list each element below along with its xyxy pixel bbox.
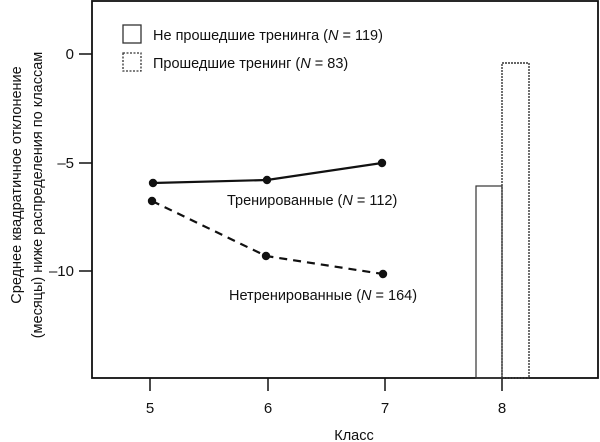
legend-label-trained: Прошедшие тренинг (N = 83) (153, 56, 348, 72)
x-axis: 5 6 7 8 (146, 378, 506, 417)
y-tick-label-minus10: –10 (49, 263, 74, 280)
bars-class-8 (475, 62, 530, 379)
y-axis-title: Среднее квадратичное отклонение (9, 66, 25, 303)
legend: Не прошедшие тренинга (N = 119) Прошедши… (122, 24, 383, 72)
y-axis-title-line2: (месяцы) ниже распределения по классам (30, 52, 46, 339)
legend-swatch-trained-box (122, 52, 142, 72)
y-axis-title-line1: Среднее квадратичное отклонение (9, 66, 25, 303)
point-trained-6 (262, 175, 272, 185)
legend-label-not-trained: Не прошедшие тренинга (N = 119) (153, 28, 383, 44)
y-axis: 0 –5 –10 (49, 46, 92, 280)
legend-swatch-untrained-box (122, 24, 142, 44)
y-tick-label-minus5: –5 (57, 155, 74, 172)
x-axis-title: Класс (334, 428, 373, 442)
point-trained-7 (377, 158, 387, 168)
x-tick-label-5: 5 (146, 400, 154, 417)
bar-trained (501, 62, 530, 379)
x-tick-label-6: 6 (264, 400, 272, 417)
y-tick-label-0: 0 (66, 46, 74, 63)
series-untrained: Нетренированные (N = 164) (147, 196, 417, 304)
plot-frame (91, 0, 599, 379)
point-trained-5 (148, 178, 158, 188)
series-trained: Тренированные (N = 112) (148, 158, 397, 209)
label-untrained-series: Нетренированные (N = 164) (229, 288, 417, 304)
point-untrained-7 (378, 269, 388, 279)
point-untrained-5 (147, 196, 157, 206)
x-tick-label-7: 7 (381, 400, 389, 417)
x-tick-label-8: 8 (498, 400, 506, 417)
bar-not-trained (475, 185, 503, 379)
label-trained-series: Тренированные (N = 112) (227, 193, 397, 209)
point-untrained-6 (261, 251, 271, 261)
